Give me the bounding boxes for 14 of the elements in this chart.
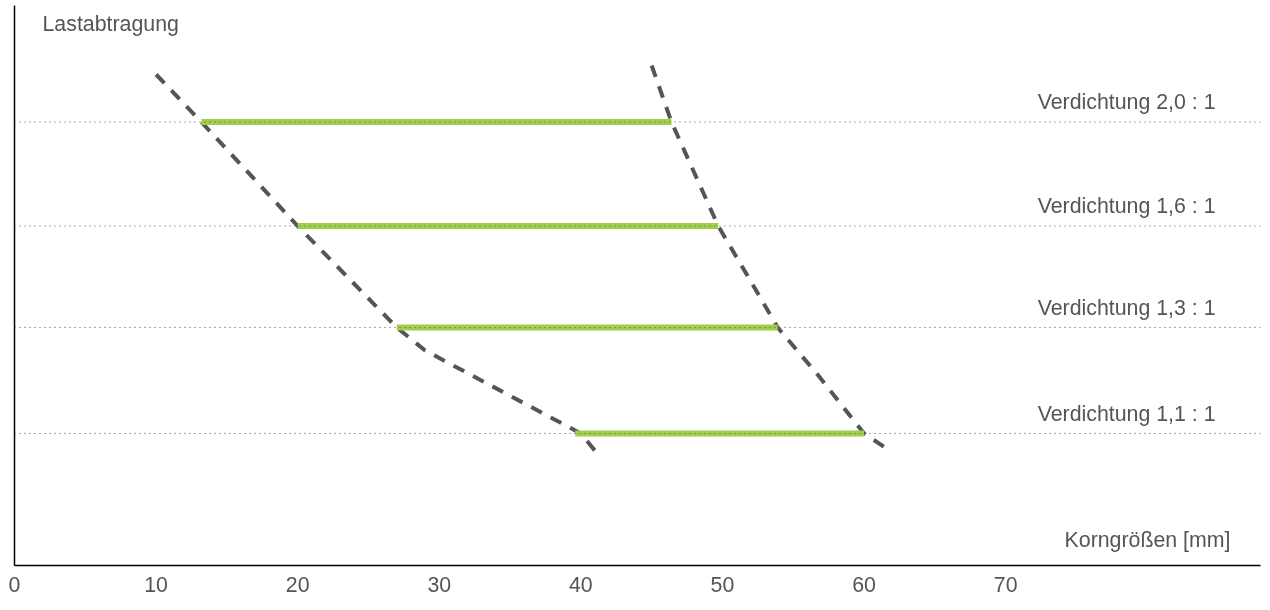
text: Verdichtung 1,3 : 1 — [1037, 295, 1216, 320]
x-tick-label: 60 — [852, 572, 877, 597]
x-tick-label: 40 — [569, 572, 593, 597]
x-tick-label: 20 — [285, 572, 310, 597]
text: Verdichtung 1,1 : 1 — [1037, 401, 1216, 426]
x-tick-label: 50 — [710, 572, 735, 597]
y-axis-title: Lastabtragung — [42, 11, 179, 36]
text: Verdichtung 2,0 : 1 — [1037, 90, 1216, 114]
x-tick-label: 0 — [8, 572, 21, 597]
x-axis-title: Korngrößen [mm] — [1064, 527, 1231, 552]
x-tick-label: 70 — [993, 572, 1018, 597]
text: Verdichtung 1,6 : 1 — [1037, 194, 1216, 218]
x-tick-label: 30 — [427, 572, 452, 597]
x-tick-label: 10 — [144, 572, 169, 597]
